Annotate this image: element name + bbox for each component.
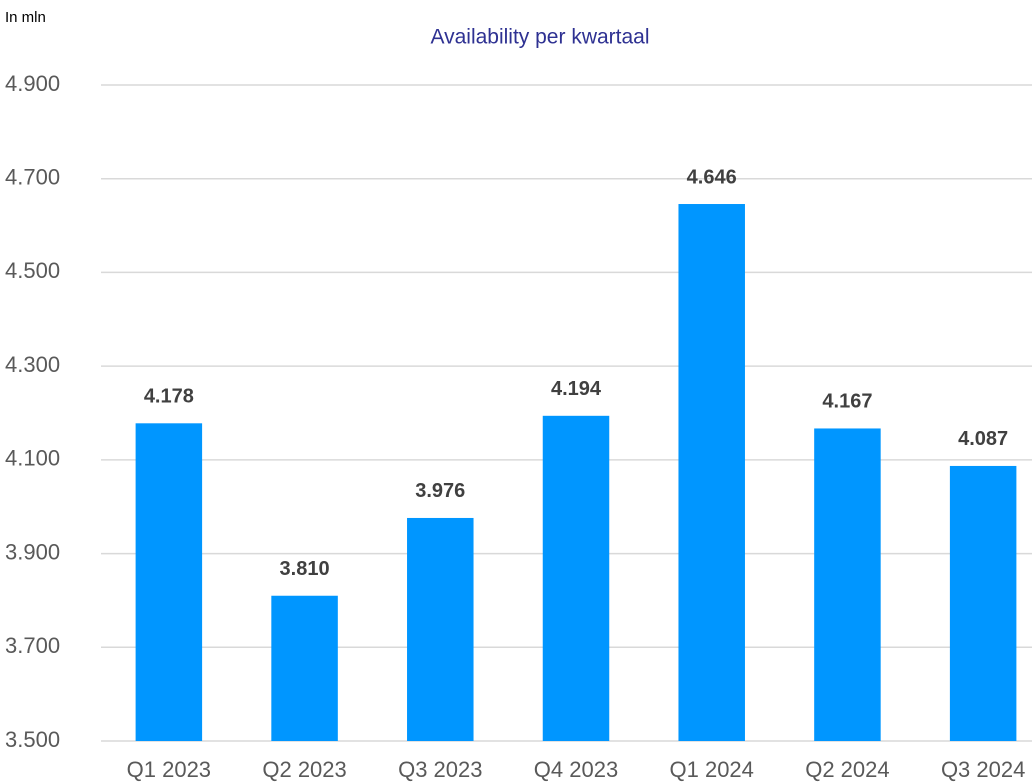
- y-tick-label: 3.700: [5, 633, 60, 658]
- x-tick-label: Q1 2023: [127, 757, 211, 782]
- data-label: 4.178: [144, 386, 194, 408]
- data-label: 4.194: [551, 378, 602, 400]
- bar: [271, 595, 338, 741]
- x-tick-label: Q2 2024: [805, 757, 889, 782]
- x-tick-label: Q2 2023: [262, 757, 346, 782]
- y-tick-label: 4.700: [5, 165, 60, 190]
- x-tick-label: Q1 2024: [670, 757, 754, 782]
- y-tick-label: 4.500: [5, 258, 60, 283]
- x-tick-label: Q4 2023: [534, 757, 618, 782]
- chart-title: Availability per kwartaal: [430, 26, 649, 49]
- bar: [542, 415, 610, 741]
- x-tick-label: Q3 2024: [941, 757, 1025, 782]
- bar: [814, 428, 881, 741]
- y-tick-label: 3.500: [5, 727, 60, 752]
- y-tick-label: 4.900: [5, 71, 60, 96]
- data-label: 4.087: [958, 428, 1008, 450]
- data-label: 4.646: [687, 166, 737, 188]
- data-label: 4.167: [822, 391, 872, 413]
- bar: [678, 204, 745, 741]
- data-label: 3.976: [415, 480, 465, 502]
- y-tick-label: 4.300: [5, 352, 60, 377]
- y-tick-label: 4.100: [5, 446, 60, 471]
- bar: [135, 423, 203, 741]
- data-label: 3.810: [280, 558, 330, 580]
- y-axis-unit: In mln: [5, 9, 46, 26]
- bar: [407, 517, 474, 741]
- y-tick-label: 3.900: [5, 539, 60, 564]
- x-tick-label: Q3 2023: [398, 757, 482, 782]
- bar: [949, 465, 1017, 741]
